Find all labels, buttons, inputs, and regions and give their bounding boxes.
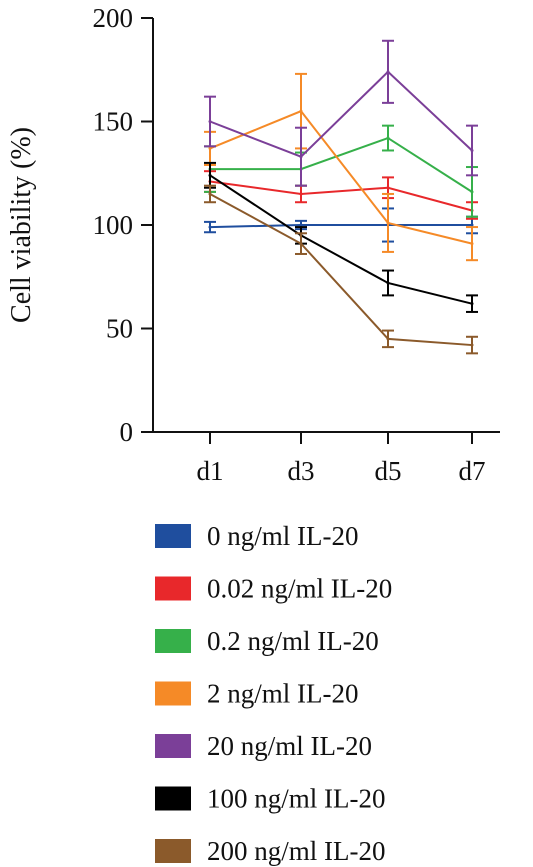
error-bar <box>295 126 307 187</box>
data-point <box>299 109 303 113</box>
data-point <box>470 302 474 306</box>
error-bar <box>382 39 394 104</box>
legend-item: 100 ng/ml IL-20 <box>155 784 385 814</box>
series-line <box>209 224 472 229</box>
error-bar <box>204 95 216 148</box>
data-point <box>386 281 390 285</box>
legend-swatch <box>155 839 191 863</box>
error-bar <box>382 329 394 349</box>
legend-item: 200 ng/ml IL-20 <box>155 836 385 866</box>
legend-item: 20 ng/ml IL-20 <box>155 731 372 761</box>
y-ticks: 0 50 100 150 200 <box>93 3 153 447</box>
legend-swatch <box>155 576 191 601</box>
data-point <box>208 120 212 123</box>
legend-swatch <box>155 786 191 811</box>
legend-label: 200 ng/ml IL-20 <box>207 836 385 866</box>
series-line <box>209 109 473 245</box>
data-point <box>386 337 390 341</box>
series-line <box>210 136 473 193</box>
data-point <box>470 343 474 347</box>
series-2 <box>204 124 478 218</box>
data-point <box>208 146 212 150</box>
data-point <box>299 223 303 227</box>
y-tick-label: 100 <box>93 210 134 240</box>
legend-label: 0 ng/ml IL-20 <box>207 521 358 551</box>
series-4 <box>204 39 478 187</box>
y-tick-label: 50 <box>106 314 133 344</box>
legend-label: 20 ng/ml IL-20 <box>207 731 372 761</box>
x-tick-label: d7 <box>459 456 486 486</box>
data-point <box>208 225 212 229</box>
series-1 <box>204 170 478 220</box>
data-point <box>470 148 474 152</box>
error-bar <box>204 220 216 234</box>
legend-item: 0.2 ng/ml IL-20 <box>155 626 379 656</box>
series-line <box>209 180 473 212</box>
data-point <box>470 223 474 227</box>
error-bar <box>382 192 394 253</box>
legend-label: 0.02 ng/ml IL-20 <box>207 574 392 604</box>
legend-label: 2 ng/ml IL-20 <box>207 679 358 709</box>
series-3 <box>204 72 478 262</box>
error-bar <box>204 161 216 189</box>
data-point <box>208 173 212 177</box>
y-tick-label: 0 <box>120 417 134 447</box>
error-bar <box>466 226 478 262</box>
error-bar <box>466 335 478 355</box>
error-bar <box>204 184 216 204</box>
y-tick-label: 200 <box>93 3 134 33</box>
data-point <box>299 192 303 196</box>
data-point <box>208 192 212 196</box>
data-point <box>386 221 390 225</box>
series-line <box>209 174 473 305</box>
legend-label: 100 ng/ml IL-20 <box>207 784 385 814</box>
x-tick-label: d1 <box>197 456 224 486</box>
error-bar <box>382 269 394 297</box>
legend-swatch <box>155 524 191 548</box>
error-bar <box>466 294 478 313</box>
legend-swatch <box>155 629 191 653</box>
x-tick-label: d3 <box>288 456 315 486</box>
data-point <box>299 155 303 159</box>
legend-label: 0.2 ng/ml IL-20 <box>207 626 379 656</box>
data-point <box>470 190 474 194</box>
series-5 <box>204 161 478 313</box>
x-tick-label: d5 <box>375 456 402 486</box>
data-point <box>386 136 390 140</box>
legend: 0 ng/ml IL-20 0.02 ng/ml IL-20 0.2 ng/ml I… <box>155 521 392 866</box>
error-bar <box>382 124 394 152</box>
y-axis-label: Cell viability (%) <box>6 127 37 323</box>
data-point <box>299 242 303 246</box>
x-ticks: d1 d3 d5 d7 <box>197 432 486 486</box>
data-point <box>386 186 390 190</box>
legend-item: 0.02 ng/ml IL-20 <box>155 574 392 604</box>
series-layer <box>204 39 478 355</box>
legend-item: 0 ng/ml IL-20 <box>155 521 358 551</box>
legend-item: 2 ng/ml IL-20 <box>155 679 358 709</box>
series-line <box>209 193 473 347</box>
data-point <box>470 242 474 246</box>
series-line <box>209 70 473 158</box>
legend-swatch <box>155 681 191 706</box>
error-bar <box>295 232 307 255</box>
series-6 <box>204 184 478 355</box>
error-bar <box>466 124 478 177</box>
data-point <box>386 70 390 74</box>
legend-swatch <box>155 734 191 758</box>
y-tick-label: 150 <box>93 107 134 137</box>
